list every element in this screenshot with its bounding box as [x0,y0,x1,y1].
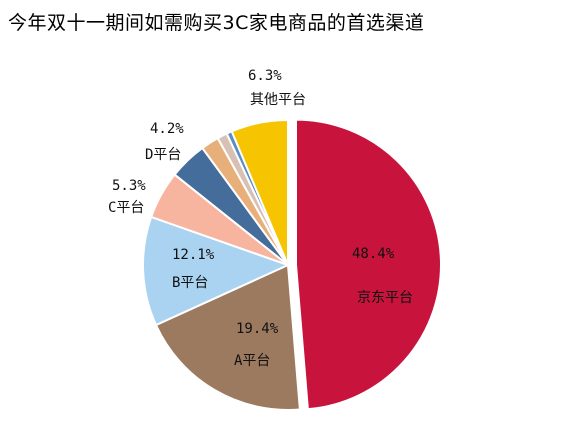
category-label-8: 其他平台 [250,92,306,108]
value-label-2: 12.1% [172,247,215,263]
category-label-3: C平台 [108,200,144,216]
value-label-4: 4.2% [150,121,184,137]
value-label-8: 6.3% [248,68,282,84]
value-label-0: 48.4% [352,246,395,262]
value-label-3: 5.3% [112,178,146,194]
category-label-0: 京东平台 [357,290,413,306]
category-label-2: B平台 [172,275,208,291]
chart-title: 今年双十一期间如需购买3C家电商品的首选渠道 [8,12,425,34]
pie-slice-1 [154,263,301,411]
category-label-4: D平台 [145,147,181,163]
value-label-1: 19.4% [236,321,279,337]
category-label-1: A平台 [234,353,270,369]
pie-slice-8 [230,118,289,266]
pie-slice-2 [142,215,291,327]
pie-slice-0 [294,118,442,411]
